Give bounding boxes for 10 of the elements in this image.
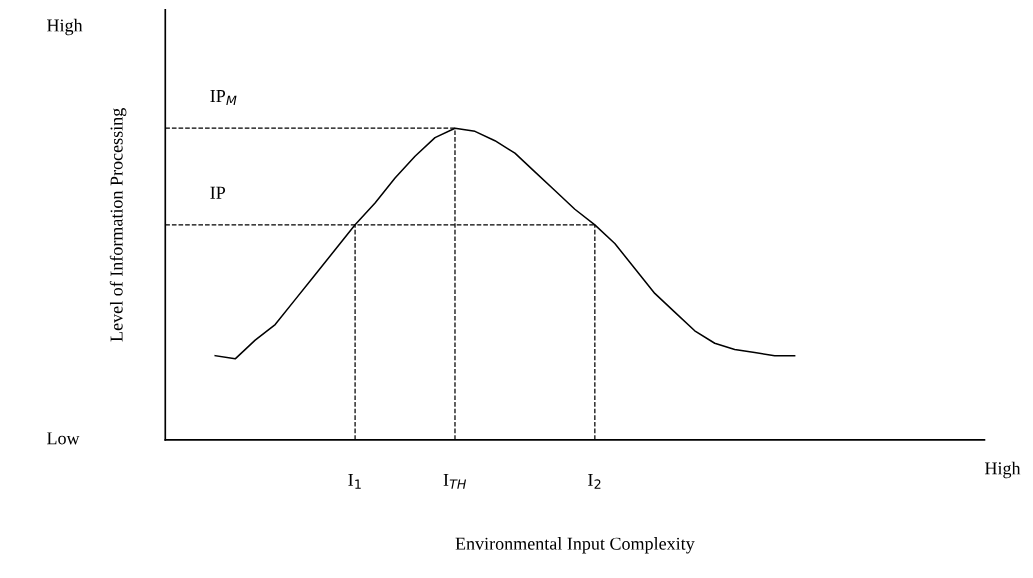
text: High <box>47 18 83 36</box>
x-axis-title: Environmental Input Complexity <box>455 537 695 554</box>
ref-line-label: IP <box>210 186 226 199</box>
x-tick-label: I$_{1}$ <box>348 473 361 489</box>
x-tick-label: I$_{2}$ <box>588 473 601 489</box>
text: High <box>984 461 1021 479</box>
x-tick-label: I$_{TH}$ <box>443 473 467 489</box>
ref-line-label: IP$_{M}$ <box>210 90 237 105</box>
y-axis-title: Level of Information Processing <box>109 108 127 342</box>
text: Low <box>47 432 80 445</box>
